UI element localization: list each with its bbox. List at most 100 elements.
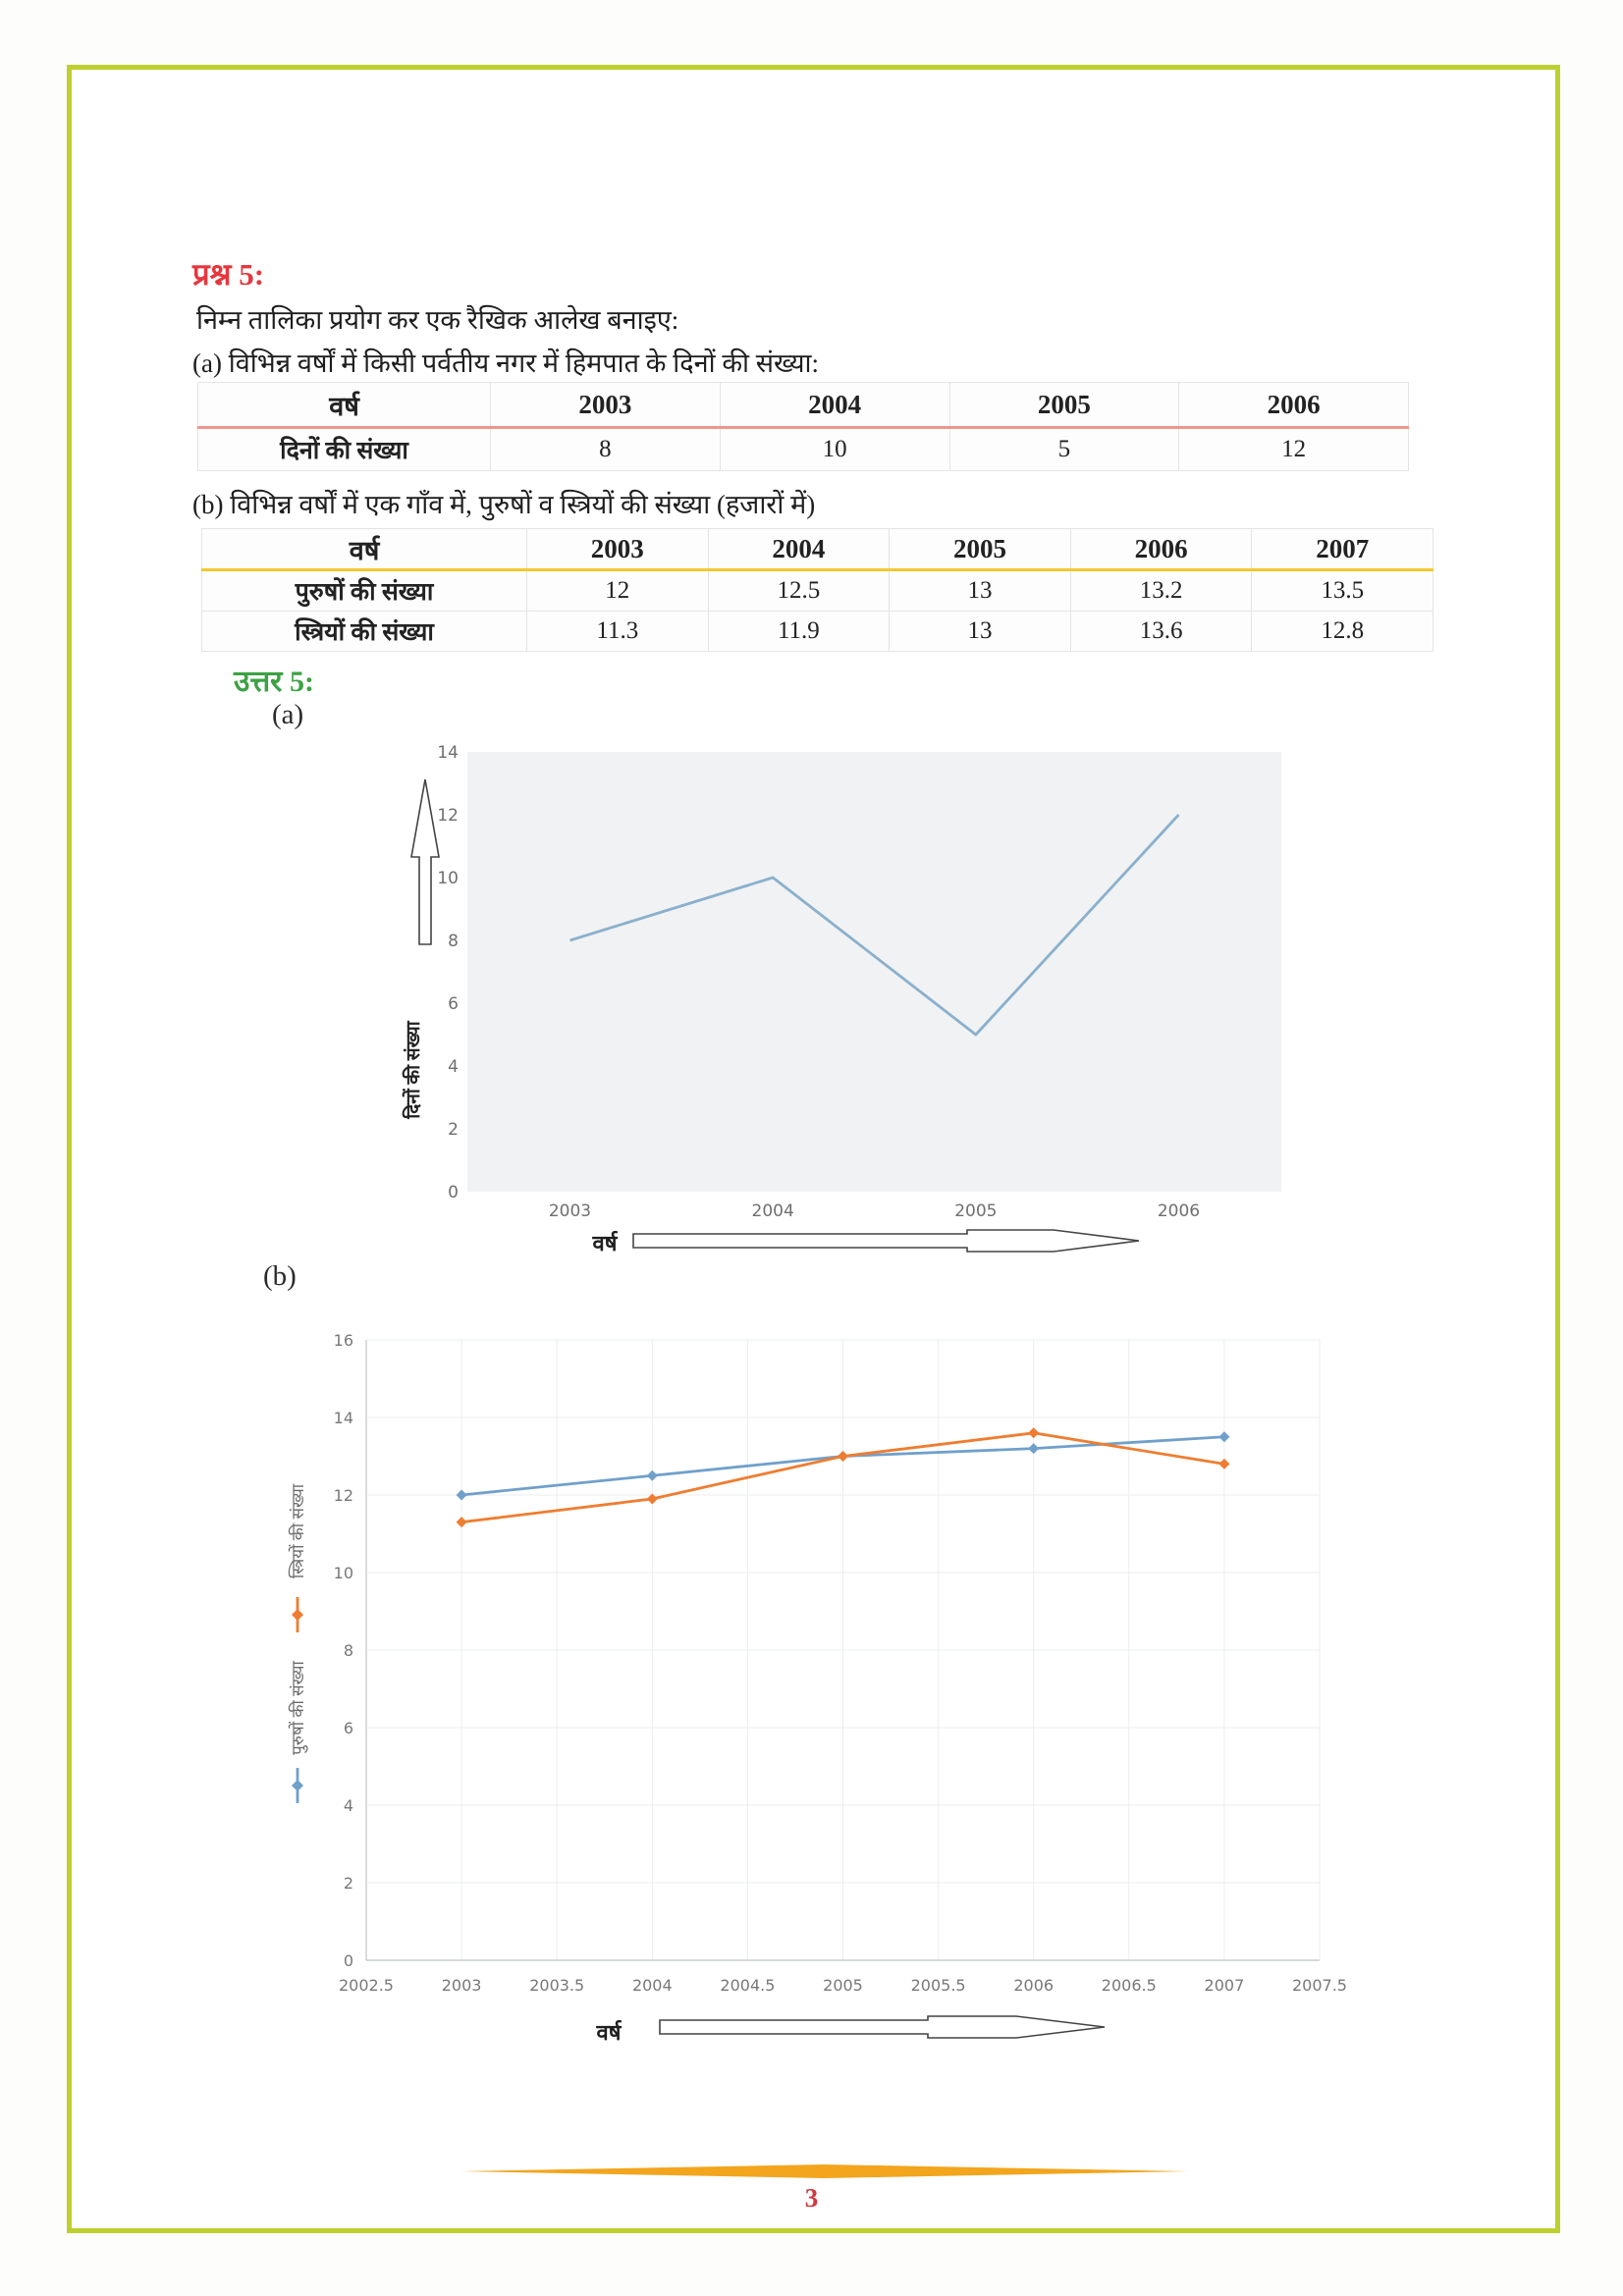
x-tick-label: 2005.5 (911, 1976, 966, 1995)
table-b-cell: 13.2 (1069, 569, 1253, 612)
x-tick-label: 2004 (632, 1976, 673, 1995)
y-tick-label: 4 (448, 1057, 459, 1077)
x-tick-label: 2006 (1158, 1201, 1200, 1221)
table-b-cell: 12 (526, 569, 709, 612)
y-tick-label: 8 (448, 932, 459, 951)
data-point-marker (838, 1451, 848, 1462)
chart-a-data-line (569, 814, 1180, 1037)
y-tick-label: 10 (334, 1564, 353, 1582)
table-a-header-cell: वर्ष (197, 382, 491, 429)
x-tick-label: 2006.5 (1102, 1976, 1157, 1995)
table-b-row-label: पुरुषों की संख्या (201, 569, 527, 612)
legend-marker-women-diamond (292, 1609, 303, 1621)
table-b-cell: 13.6 (1069, 611, 1253, 652)
table-a-header-cell: 2006 (1178, 382, 1409, 429)
table-b-women-row: स्त्रियों की संख्या 11.3 11.9 13 13.6 12… (201, 611, 1434, 652)
x-axis-arrow-icon (632, 1229, 1140, 1253)
x-axis-arrow-icon (659, 2015, 1106, 2039)
y-axis-arrow-icon (410, 778, 440, 945)
table-a-cell: 12 (1178, 427, 1409, 471)
legend-marker-men-diamond (292, 1780, 303, 1791)
question-part-b: (b) विभिन्न वर्षों में एक गाँव में, पुरु… (192, 490, 816, 519)
data-point-marker (1218, 1431, 1230, 1443)
x-tick-label: 2002.5 (339, 1976, 394, 1995)
table-b-header-cell: 2007 (1251, 528, 1434, 571)
table-a-header-cell: 2003 (490, 382, 721, 429)
data-point-marker (1028, 1427, 1040, 1439)
table-b-header-row: वर्ष 2003 2004 2005 2006 2007 (201, 528, 1434, 571)
answer-part-a-label: (a) (272, 699, 304, 730)
data-point-marker (1028, 1443, 1040, 1455)
footer-divider (461, 2164, 1188, 2178)
chart-a: दिनों की संख्या वर्ष 0 2 4 6 8 10 12 14 2003 2004… (402, 743, 1281, 1255)
table-b-men-row: पुरुषों की संख्या 12 12.5 13 13.2 13.5 (201, 569, 1434, 612)
data-point-marker (646, 1469, 658, 1481)
table-a-cell: 8 (490, 427, 721, 471)
chart-a-plot-panel (467, 752, 1281, 1192)
table-b-row-label: स्त्रियों की संख्या (201, 611, 527, 652)
y-tick-label: 16 (334, 1331, 353, 1350)
table-b-header-cell: 2006 (1069, 528, 1253, 571)
answer-part-b-label: (b) (263, 1260, 297, 1292)
table-b-header-cell: वर्ष (201, 528, 527, 571)
x-tick-label: 2003 (549, 1201, 591, 1221)
chart-b-x-axis-title: वर्ष (596, 2019, 622, 2045)
table-b-header-cell: 2004 (707, 528, 891, 571)
chart-a-y-axis-title: दिनों की संख्या (402, 1020, 424, 1119)
x-tick-label: 2007 (1205, 1976, 1245, 1995)
chart-a-x-axis-title: वर्ष (592, 1230, 619, 1255)
table-a-cell: 10 (719, 427, 950, 471)
chart-b-legend-women: स्त्रियों की संख्या (288, 1483, 307, 1578)
answer-label: उत्तर 5: (234, 666, 314, 698)
table-a-header-cell: 2004 (719, 382, 950, 429)
question-intro: निम्न तालिका प्रयोग कर एक रैखिक आलेख बना… (196, 305, 679, 335)
x-tick-label: 2005 (954, 1201, 997, 1221)
table-a-row-label: दिनों की संख्या (197, 427, 491, 471)
x-tick-label: 2004.5 (720, 1976, 775, 1995)
x-tick-label: 2003 (442, 1976, 482, 1995)
table-a-header-cell: 2005 (948, 382, 1180, 429)
table-a-data-row: दिनों की संख्या 8 10 5 12 (197, 427, 1409, 471)
y-tick-label: 2 (344, 1874, 353, 1893)
table-b-header-cell: 2003 (526, 528, 709, 571)
footer-divider-shape (461, 2164, 1188, 2178)
table-b-cell: 12.5 (707, 569, 891, 612)
data-point-marker (456, 1489, 467, 1501)
y-tick-label: 12 (334, 1486, 353, 1505)
table-b-cell: 12.8 (1251, 611, 1434, 652)
x-tick-label: 2004 (752, 1201, 794, 1221)
table-a-header-row: वर्ष 2003 2004 2005 2006 (197, 382, 1409, 429)
y-tick-label: 14 (437, 743, 459, 763)
y-tick-label: 14 (334, 1409, 353, 1427)
y-tick-label: 6 (344, 1719, 353, 1737)
y-tick-label: 6 (448, 994, 459, 1014)
y-tick-label: 2 (448, 1120, 459, 1140)
table-b: वर्ष 2003 2004 2005 2006 2007 पुरुषों की… (201, 528, 1434, 652)
x-tick-label: 2006 (1013, 1976, 1054, 1995)
y-tick-label: 12 (437, 806, 459, 826)
table-b-cell: 13.5 (1251, 569, 1434, 612)
y-tick-label: 8 (344, 1641, 353, 1660)
data-point-marker (456, 1517, 467, 1528)
chart-b-legend-men: पुरुषों की संख्या (288, 1661, 308, 1755)
table-b-cell: 11.9 (707, 611, 891, 652)
table-b-cell: 13 (889, 569, 1071, 612)
y-tick-label: 0 (448, 1183, 459, 1202)
table-a-cell: 5 (948, 427, 1180, 471)
data-point-marker (1218, 1458, 1230, 1469)
y-tick-label: 10 (437, 869, 459, 888)
x-tick-label: 2003.5 (529, 1976, 584, 1995)
table-b-cell: 11.3 (526, 611, 709, 652)
table-a: वर्ष 2003 2004 2005 2006 दिनों की संख्या… (197, 382, 1409, 471)
page-number: 3 (804, 2183, 819, 2213)
data-point-marker (646, 1493, 658, 1505)
x-tick-label: 2005 (823, 1976, 863, 1995)
question-label: प्रश्न 5: (192, 257, 265, 292)
chart-b: स्त्रियों की संख्या पुरुषों की संख्या वर… (288, 1331, 1347, 2045)
x-tick-label: 2007.5 (1292, 1976, 1347, 1995)
table-b-cell: 13 (889, 611, 1071, 652)
question-part-a: (a) विभिन्न वर्षों में किसी पर्वतीय नगर … (192, 348, 820, 378)
table-b-header-cell: 2005 (889, 528, 1071, 571)
y-tick-label: 0 (344, 1951, 353, 1970)
